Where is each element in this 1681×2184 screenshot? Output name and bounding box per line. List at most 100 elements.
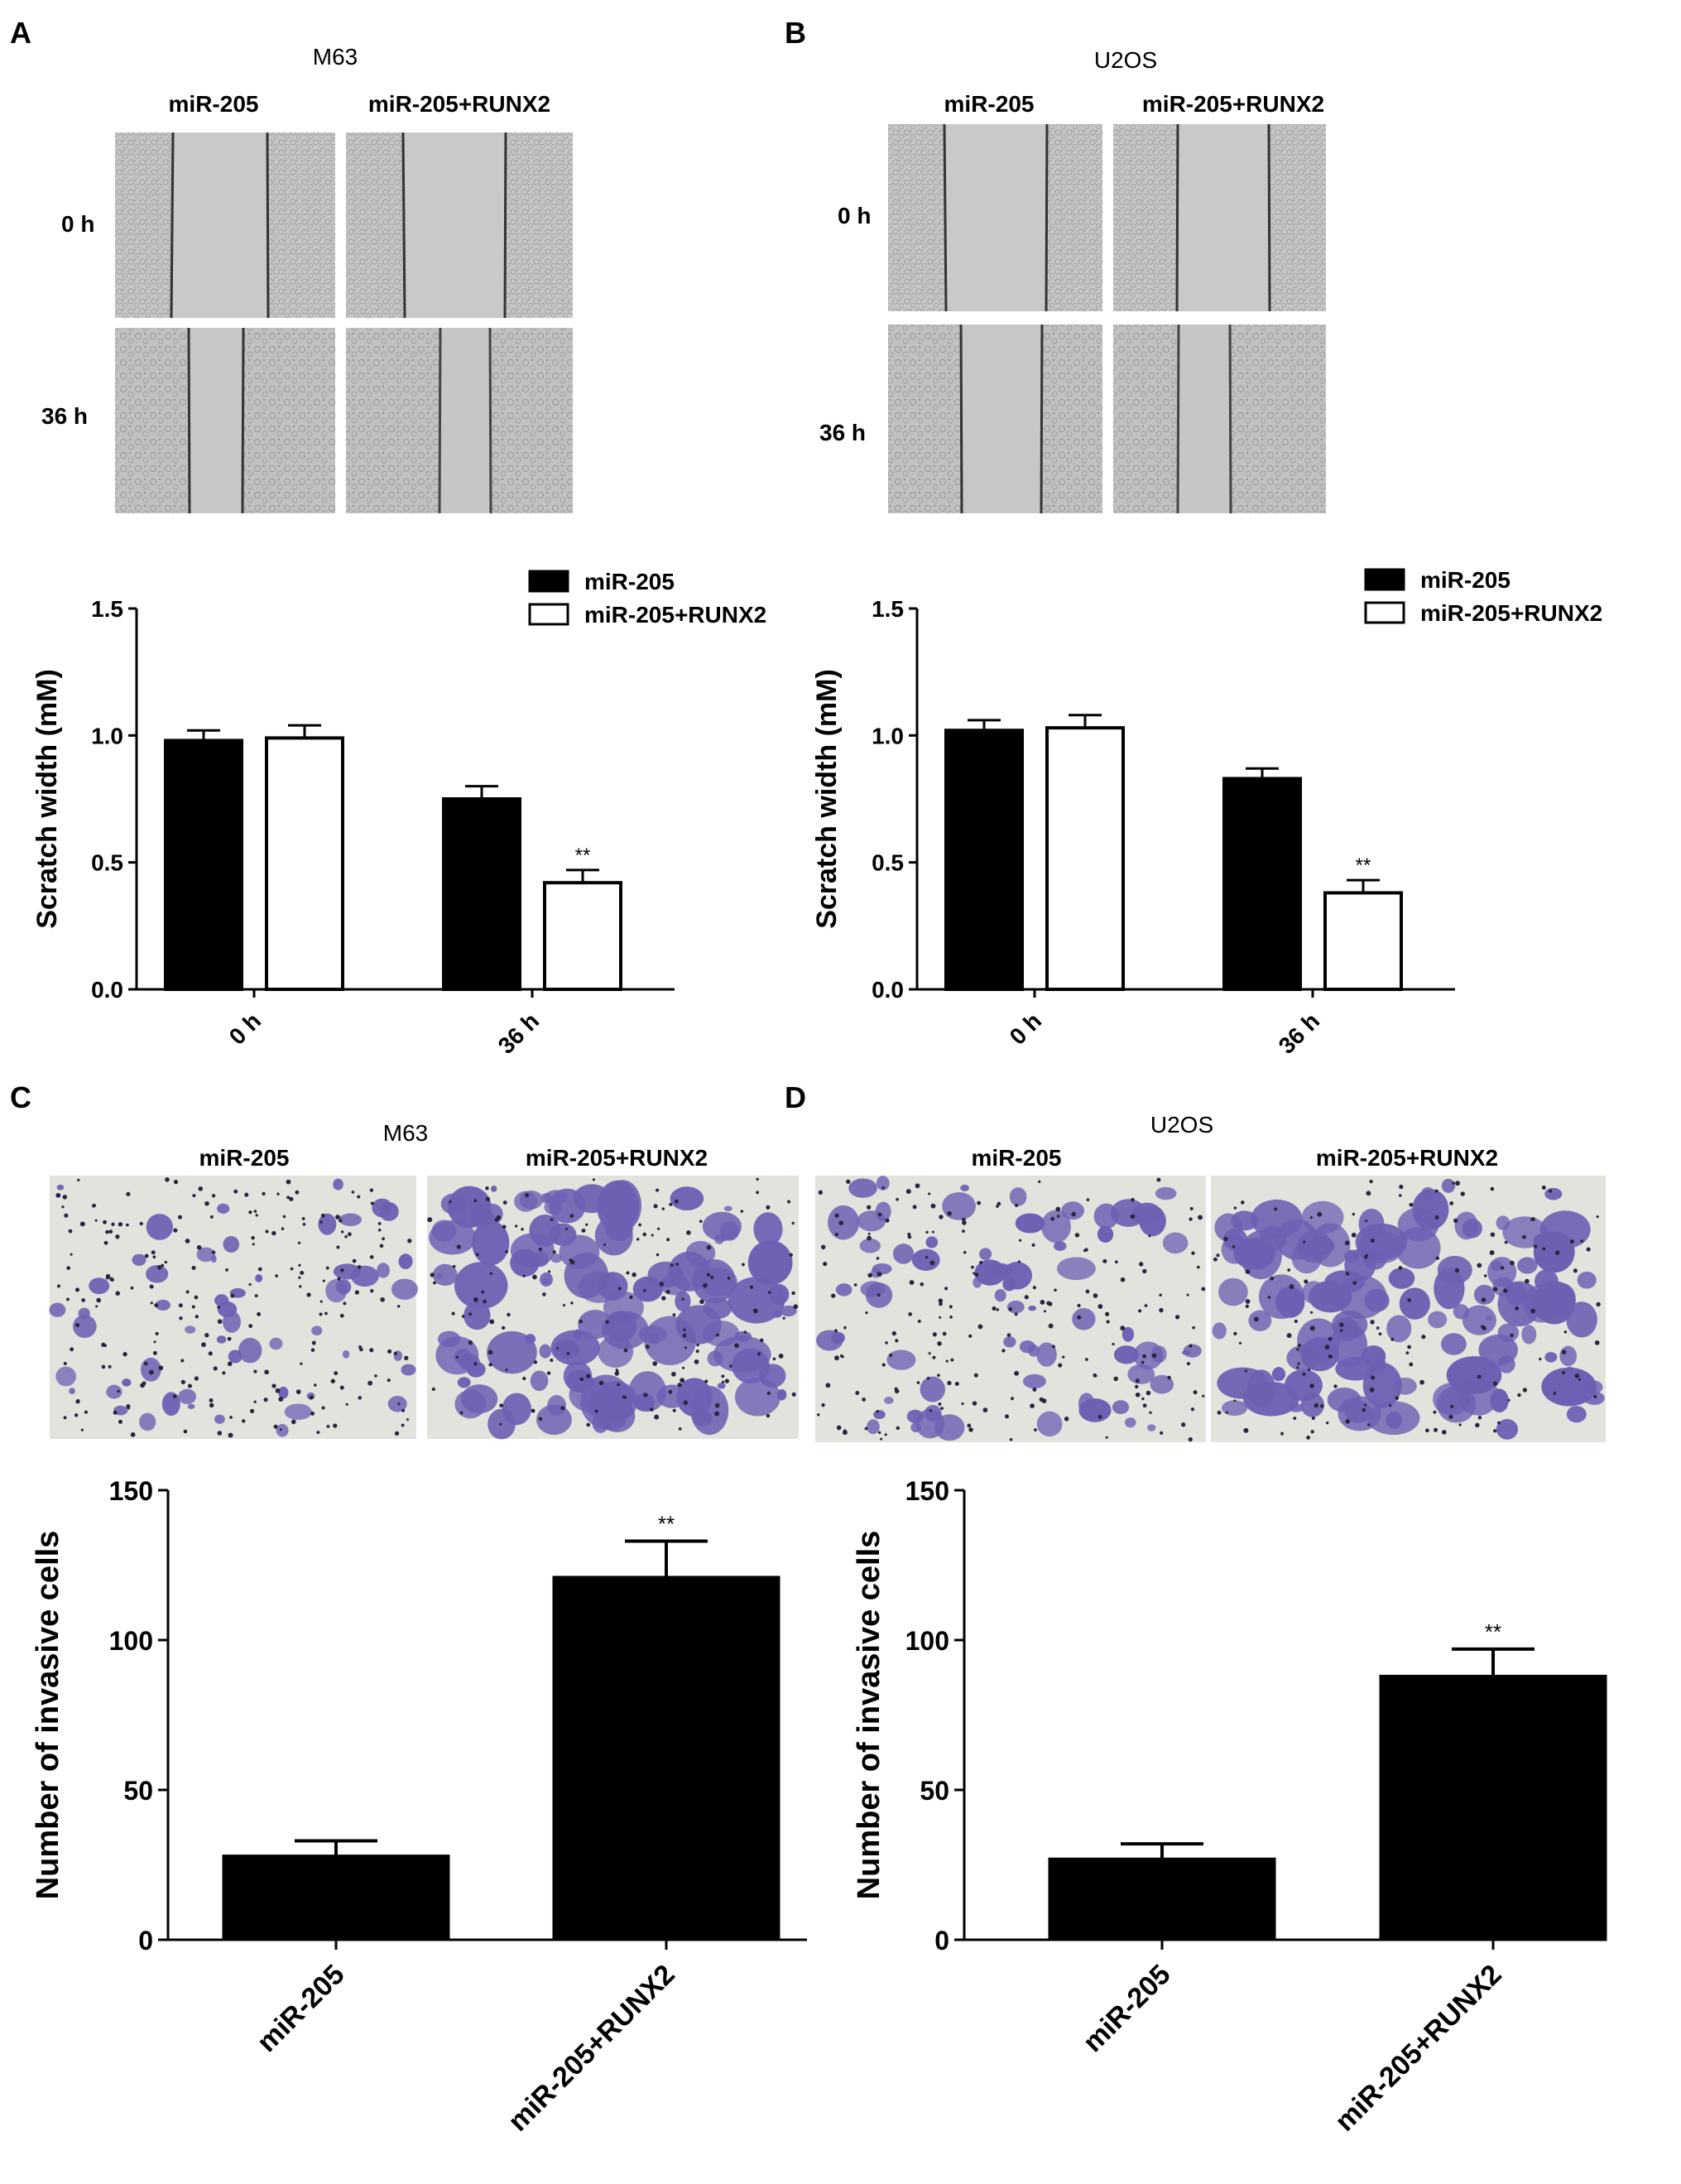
membrane-pore (1309, 1325, 1315, 1331)
membrane-pore (271, 1383, 276, 1388)
membrane-pore (1507, 1398, 1510, 1402)
membrane-pore (632, 1272, 636, 1277)
stained-cell (1111, 1199, 1146, 1227)
membrane-pore (502, 1200, 507, 1205)
membrane-pore (118, 1222, 123, 1227)
membrane-pore (70, 1347, 74, 1352)
membrane-pore (253, 1400, 257, 1403)
membrane-pore (651, 1234, 654, 1237)
membrane-pore (940, 1407, 944, 1410)
membrane-pore (768, 1291, 771, 1294)
stained-cell (339, 1213, 362, 1227)
membrane-pore (1094, 1374, 1097, 1378)
membrane-pore (1058, 1363, 1063, 1368)
membrane-pore (340, 1268, 344, 1272)
membrane-pore (721, 1380, 725, 1383)
membrane-pore (394, 1431, 400, 1436)
stained-cell (178, 1388, 197, 1405)
membrane-pore (55, 1192, 61, 1198)
membrane-pore (309, 1395, 314, 1400)
membrane-pore (1517, 1393, 1521, 1397)
membrane-pore (749, 1285, 754, 1289)
membrane-pore (1455, 1181, 1461, 1186)
stained-cell (690, 1257, 701, 1268)
membrane-pore (996, 1308, 1000, 1311)
panel-b-row-label-36h: 36 h (819, 420, 866, 445)
membrane-pore (339, 1385, 344, 1390)
membrane-pore (699, 1219, 703, 1224)
membrane-pore (345, 1402, 348, 1406)
membrane-pore (195, 1315, 199, 1319)
membrane-pore (251, 1235, 255, 1240)
membrane-pore (752, 1308, 758, 1314)
stained-cell (892, 1244, 915, 1264)
membrane-pore (672, 1313, 676, 1316)
membrane-pore (382, 1237, 385, 1241)
membrane-pore (823, 1261, 828, 1267)
membrane-pore (66, 1297, 70, 1301)
membrane-pore (393, 1351, 398, 1355)
stained-cell (540, 1272, 554, 1287)
membrane-pore (339, 1313, 344, 1318)
membrane-pore (515, 1224, 518, 1228)
membrane-pore (706, 1272, 711, 1277)
membrane-pore (433, 1281, 436, 1285)
membrane-pore (485, 1196, 491, 1201)
membrane-pore (1296, 1348, 1299, 1351)
membrane-pore (379, 1244, 384, 1248)
membrane-pore (1352, 1212, 1356, 1216)
membrane-pore (818, 1190, 824, 1195)
membrane-pore (1097, 1414, 1102, 1419)
membrane-pore (367, 1380, 373, 1386)
membrane-pore (286, 1195, 291, 1200)
membrane-pore (885, 1341, 888, 1345)
membrane-pore (177, 1215, 182, 1219)
membrane-pore (1097, 1304, 1103, 1309)
membrane-pore (187, 1383, 193, 1388)
membrane-pore (880, 1437, 883, 1441)
membrane-pore (1481, 1297, 1486, 1302)
panel-a-col-label-1: miR-205 (169, 91, 259, 117)
membrane-pore (907, 1234, 912, 1239)
panel-d-images: D U2OS miR-205 miR-205+RUNX2 (785, 1080, 1606, 1442)
membrane-pore (997, 1201, 1001, 1206)
invasion-cells-c-mir205 (49, 1177, 418, 1438)
membrane-pore (656, 1253, 660, 1257)
stained-cell (594, 1215, 633, 1256)
panel-a-row-label-36h: 36 h (41, 403, 88, 429)
membrane-pore (194, 1376, 199, 1381)
membrane-pore (881, 1186, 886, 1190)
membrane-pore (1135, 1392, 1141, 1397)
membrane-pore (1433, 1410, 1437, 1414)
membrane-pore (623, 1348, 628, 1353)
membrane-pore (1398, 1266, 1403, 1270)
membrane-pore (1050, 1216, 1055, 1221)
membrane-pore (111, 1222, 115, 1226)
membrane-pore (299, 1285, 302, 1288)
membrane-pore (1452, 1181, 1455, 1185)
membrane-pore (1345, 1419, 1350, 1424)
membrane-pore (1241, 1200, 1245, 1205)
membrane-pore (1077, 1303, 1081, 1308)
stained-cell (1212, 1322, 1227, 1340)
membrane-pore (566, 1352, 570, 1355)
membrane-pore (1351, 1232, 1357, 1238)
wound-image-a-mir205-36h (115, 327, 335, 514)
membrane-pore (1245, 1269, 1251, 1274)
membrane-pore (1475, 1422, 1480, 1428)
membrane-pore (917, 1320, 921, 1323)
membrane-pore (1055, 1206, 1061, 1212)
membrane-pore (1296, 1366, 1299, 1369)
stained-cell (578, 1310, 612, 1340)
membrane-pore (1433, 1427, 1438, 1432)
membrane-pore (1017, 1260, 1021, 1263)
membrane-pore (532, 1274, 537, 1280)
membrane-pore (158, 1365, 164, 1371)
stained-cell (723, 1205, 732, 1212)
chart-b-bar (944, 729, 1024, 991)
membrane-pore (485, 1186, 489, 1191)
membrane-pore (1038, 1180, 1041, 1184)
stained-cell (1502, 1216, 1549, 1248)
membrane-pore (165, 1177, 170, 1182)
membrane-pore (1449, 1201, 1454, 1205)
